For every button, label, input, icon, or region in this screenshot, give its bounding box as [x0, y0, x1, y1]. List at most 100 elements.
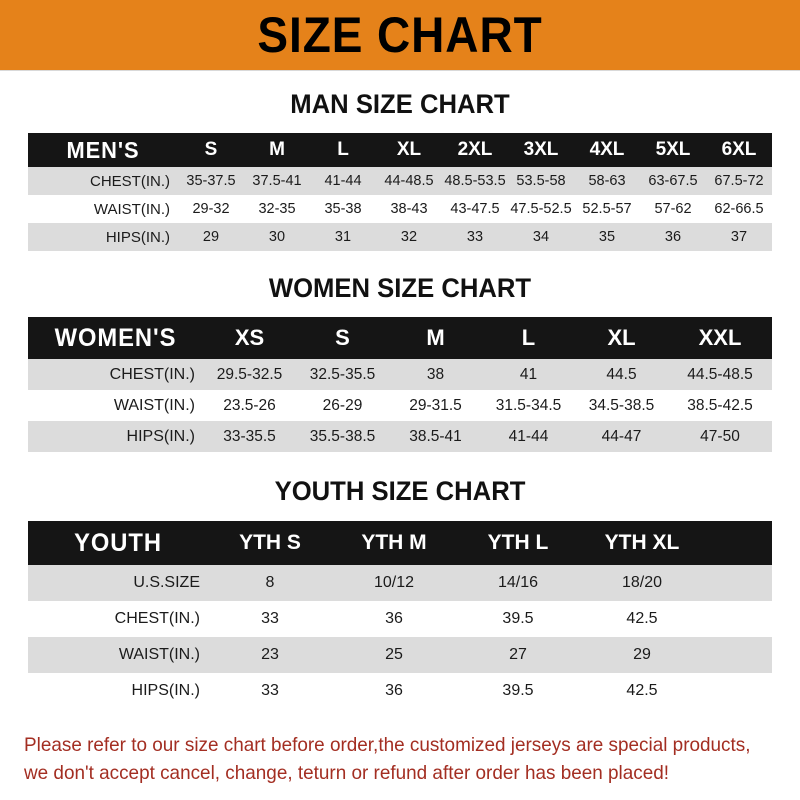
- women-row-label-hips: HIPS(IN.): [126, 427, 195, 445]
- youth-hips-s: 33: [261, 682, 279, 699]
- youth-waist-m: 25: [385, 646, 403, 663]
- men-chest-s: 35-37.5: [186, 173, 236, 189]
- women-hips-xl: 44-47: [601, 427, 642, 445]
- youth-hips-l: 39.5: [502, 682, 534, 699]
- women-size-table: WOMEN'S XS S M L XL XXL CHEST(IN.) 29.5-…: [28, 317, 772, 452]
- men-waist-5xl: 57-62: [654, 201, 692, 217]
- men-row-label-hips: HIPS(IN.): [105, 228, 170, 246]
- youth-waist-xl: 29: [633, 646, 651, 663]
- men-table-head: MEN'S S M L XL 2XL 3XL 4XL 5XL 6XL: [28, 133, 772, 167]
- men-hips-xl: 32: [400, 229, 418, 245]
- table-row: WAIST(IN.) 23.5-26 26-29 29-31.5 31.5-34…: [28, 390, 772, 421]
- table-row: CHEST(IN.) 35-37.5 37.5-41 41-44 44-48.5…: [28, 167, 772, 195]
- men-col-header-5xl: 5XL: [655, 139, 691, 160]
- men-hips-2xl: 33: [466, 229, 484, 245]
- men-col-header-4xl: 4XL: [589, 139, 625, 160]
- page-header-banner: SIZE CHART: [0, 0, 800, 71]
- men-waist-xl: 38-43: [390, 201, 428, 217]
- men-col-header-xl: XL: [396, 139, 422, 160]
- youth-row-label-waist: WAIST(IN.): [118, 646, 200, 663]
- youth-row-label-us-size: U.S.SIZE: [133, 574, 200, 591]
- men-col-header-l: L: [337, 139, 349, 160]
- order-policy-notice: Please refer to our size chart before or…: [24, 731, 753, 788]
- women-chest-xl: 44.5: [606, 365, 637, 383]
- notice-line-2: we don't accept cancel, change, teturn o…: [24, 762, 670, 785]
- youth-waist-s: 23: [261, 646, 279, 663]
- women-col-header-xxl: XXL: [698, 325, 742, 350]
- women-col-header-xs: XS: [234, 325, 265, 350]
- youth-row-label-hips: HIPS(IN.): [131, 682, 200, 699]
- youth-header-spacer: [704, 521, 772, 565]
- men-waist-3xl: 47.5-52.5: [510, 201, 572, 217]
- table-row: HIPS(IN.) 33-35.5 35.5-38.5 38.5-41 41-4…: [28, 421, 772, 452]
- men-waist-s: 29-32: [192, 201, 230, 217]
- women-waist-m: 29-31.5: [409, 396, 462, 414]
- men-hips-4xl: 35: [598, 229, 616, 245]
- men-size-table: MEN'S S M L XL 2XL 3XL 4XL 5XL 6XL CHEST…: [28, 133, 772, 251]
- men-chest-3xl: 53.5-58: [516, 173, 566, 189]
- youth-size-section: YOUTH SIZE CHART YOUTH YTH S YTH M YTH L…: [0, 476, 800, 709]
- table-row: HIPS(IN.) 33 36 39.5 42.5: [28, 673, 772, 709]
- youth-row-spacer: [704, 637, 772, 673]
- women-label-header: WOMEN'S: [54, 323, 177, 352]
- women-hips-s: 35.5-38.5: [309, 427, 376, 445]
- men-col-header-3xl: 3XL: [523, 139, 559, 160]
- men-size-section: MAN SIZE CHART MEN'S S M L XL 2XL 3XL 4X…: [0, 89, 800, 251]
- men-col-header-m: M: [269, 139, 285, 160]
- table-row: WAIST(IN.) 29-32 32-35 35-38 38-43 43-47…: [28, 195, 772, 223]
- youth-col-header-l: YTH L: [487, 531, 549, 554]
- youth-col-header-s: YTH S: [239, 531, 301, 554]
- men-row-label-chest: CHEST(IN.): [90, 172, 170, 190]
- women-waist-xxl: 38.5-42.5: [687, 396, 753, 414]
- women-chest-l: 41: [519, 365, 538, 383]
- women-chest-m: 38: [426, 365, 445, 383]
- table-row: U.S.SIZE 8 10/12 14/16 18/20: [28, 565, 772, 601]
- youth-row-spacer: [704, 673, 772, 709]
- women-row-label-waist: WAIST(IN.): [113, 396, 195, 414]
- youth-ussize-xl: 18/20: [621, 574, 663, 591]
- men-section-title: MAN SIZE CHART: [290, 89, 510, 119]
- women-waist-xl: 34.5-38.5: [588, 396, 655, 414]
- youth-section-title: YOUTH SIZE CHART: [274, 476, 526, 506]
- men-waist-2xl: 43-47.5: [450, 201, 500, 217]
- youth-label-header: YOUTH: [74, 528, 162, 557]
- youth-hips-m: 36: [385, 682, 403, 699]
- men-waist-l: 35-38: [324, 201, 362, 217]
- men-waist-6xl: 62-66.5: [714, 201, 764, 217]
- men-chest-m: 37.5-41: [252, 173, 302, 189]
- youth-waist-l: 27: [509, 646, 527, 663]
- youth-table-body: U.S.SIZE 8 10/12 14/16 18/20 CHEST(IN.) …: [28, 565, 772, 709]
- men-col-header-6xl: 6XL: [721, 139, 757, 160]
- women-hips-l: 41-44: [508, 427, 549, 445]
- men-hips-s: 29: [202, 229, 220, 245]
- women-table-body: CHEST(IN.) 29.5-32.5 32.5-35.5 38 41 44.…: [28, 359, 772, 452]
- youth-col-header-m: YTH M: [361, 531, 427, 554]
- men-label-header: MEN'S: [66, 136, 140, 163]
- men-header-row: MEN'S S M L XL 2XL 3XL 4XL 5XL 6XL: [28, 133, 772, 167]
- women-waist-xs: 23.5-26: [223, 396, 276, 414]
- table-row: CHEST(IN.) 33 36 39.5 42.5: [28, 601, 772, 637]
- men-chest-xl: 44-48.5: [384, 173, 434, 189]
- men-hips-l: 31: [334, 229, 352, 245]
- youth-header-row: YOUTH YTH S YTH M YTH L YTH XL: [28, 521, 772, 565]
- youth-row-spacer: [704, 601, 772, 637]
- women-waist-l: 31.5-34.5: [495, 396, 562, 414]
- men-waist-4xl: 52.5-57: [582, 201, 632, 217]
- youth-ussize-m: 10/12: [373, 574, 415, 591]
- women-hips-xs: 33-35.5: [223, 427, 276, 445]
- youth-row-spacer: [704, 565, 772, 601]
- women-chest-xxl: 44.5-48.5: [687, 365, 753, 383]
- women-col-header-xl: XL: [607, 325, 636, 350]
- youth-chest-l: 39.5: [502, 610, 534, 627]
- table-row: WAIST(IN.) 23 25 27 29: [28, 637, 772, 673]
- women-hips-xxl: 47-50: [700, 427, 740, 445]
- youth-size-table: YOUTH YTH S YTH M YTH L YTH XL U.S.SIZE …: [28, 521, 772, 709]
- women-waist-s: 26-29: [322, 396, 363, 414]
- men-chest-2xl: 48.5-53.5: [444, 173, 506, 189]
- women-section-title: WOMEN SIZE CHART: [268, 273, 532, 303]
- women-col-header-m: M: [426, 325, 445, 350]
- women-col-header-l: L: [521, 325, 536, 350]
- men-row-label-waist: WAIST(IN.): [93, 200, 170, 218]
- men-hips-m: 30: [268, 229, 286, 245]
- women-col-header-s: S: [335, 325, 350, 350]
